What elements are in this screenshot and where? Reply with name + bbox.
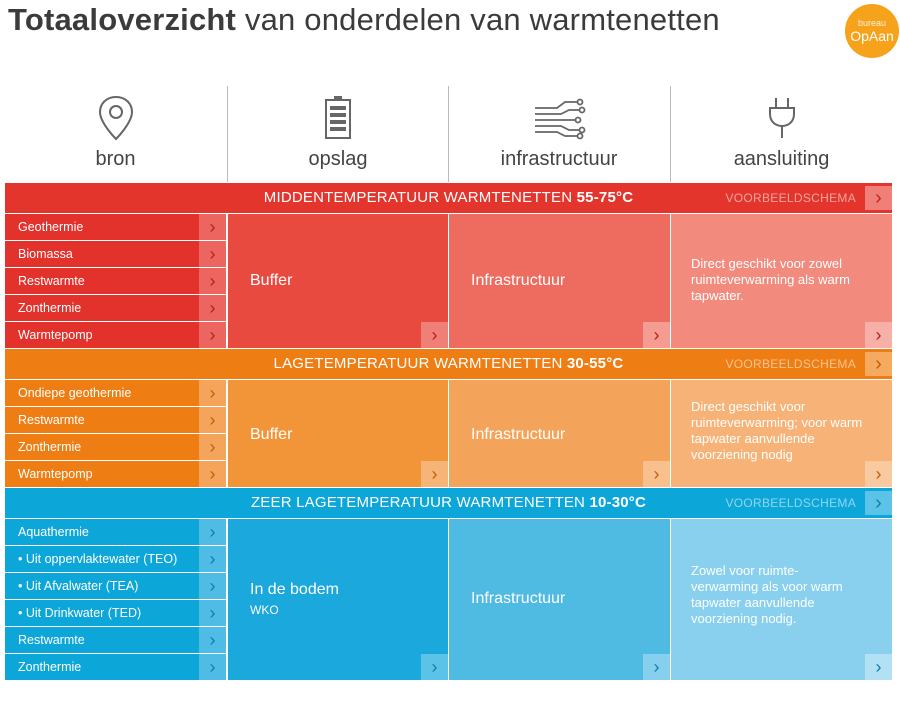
brand-logo: bureau OpAan: [845, 4, 899, 58]
source-item[interactable]: • Uit Drinkwater (TED) ›: [5, 600, 226, 626]
chevron-right-icon[interactable]: ›: [199, 214, 226, 240]
source-item[interactable]: Restwarmte ›: [5, 268, 226, 294]
circuit-icon: [449, 94, 669, 142]
band-title: LAGETEMPERATUUR WARMTENETTEN 30-55°C: [273, 355, 624, 372]
opslag-cell: Buffer ›: [228, 214, 448, 348]
chevron-right-icon[interactable]: ›: [421, 461, 448, 487]
opslag-cell: Buffer ›: [228, 380, 448, 487]
column-divider: [670, 86, 671, 182]
aansluiting-cell: Zowel voor ruimte-verwarming als voor wa…: [671, 519, 892, 680]
column-header-bron: bron: [5, 86, 226, 182]
infrastructuur-cell: Infrastructuur ›: [449, 519, 670, 680]
opslag-cell: In de bodem WKO ›: [228, 519, 448, 680]
aansluiting-cell: Direct geschikt voor zowel ruimteverwarm…: [671, 214, 892, 348]
infrastructuur-cell: Infrastructuur ›: [449, 214, 670, 348]
chevron-right-icon[interactable]: ›: [199, 407, 226, 433]
chevron-right-icon[interactable]: ›: [421, 654, 448, 680]
chevron-right-icon[interactable]: ›: [865, 654, 892, 680]
chevron-right-icon[interactable]: ›: [643, 654, 670, 680]
infrastructuur-cell: Infrastructuur ›: [449, 380, 670, 487]
chevron-right-icon[interactable]: ›: [643, 461, 670, 487]
source-item[interactable]: Zonthermie ›: [5, 295, 226, 321]
chevron-right-icon[interactable]: ›: [199, 627, 226, 653]
chevron-right-icon[interactable]: ›: [199, 295, 226, 321]
page-title: Totaaloverzicht van onderdelen van warmt…: [8, 2, 720, 37]
chevron-right-icon[interactable]: ›: [199, 546, 226, 572]
column-divider: [227, 86, 228, 182]
chevron-right-icon[interactable]: ›: [199, 380, 226, 406]
band-lowtemperature: LAGETEMPERATUUR WARMTENETTEN 30-55°C VOO…: [5, 349, 892, 379]
chevron-right-icon[interactable]: ›: [199, 600, 226, 626]
source-item[interactable]: Aquathermie ›: [5, 519, 226, 545]
chevron-right-icon[interactable]: ›: [865, 461, 892, 487]
column-divider: [448, 86, 449, 182]
chevron-right-icon[interactable]: ›: [865, 186, 892, 210]
voorbeeldschema-link[interactable]: VOORBEELDSCHEMA: [725, 496, 856, 510]
chevron-right-icon[interactable]: ›: [421, 322, 448, 348]
voorbeeldschema-link[interactable]: VOORBEELDSCHEMA: [725, 191, 856, 205]
source-item[interactable]: Biomassa ›: [5, 241, 226, 267]
chevron-right-icon[interactable]: ›: [643, 322, 670, 348]
source-item[interactable]: Warmtepomp ›: [5, 322, 226, 348]
band-verylowtemperature: ZEER LAGETEMPERATUUR WARMTENETTEN 10-30°…: [5, 488, 892, 518]
chevron-right-icon[interactable]: ›: [865, 491, 892, 515]
source-item[interactable]: Zonthermie ›: [5, 654, 226, 680]
source-item[interactable]: Warmtepomp ›: [5, 461, 226, 487]
chevron-right-icon[interactable]: ›: [865, 322, 892, 348]
source-item[interactable]: Restwarmte ›: [5, 627, 226, 653]
plug-icon: [671, 94, 892, 142]
source-item[interactable]: • Uit Afvalwater (TEA) ›: [5, 573, 226, 599]
source-item[interactable]: Zonthermie ›: [5, 434, 226, 460]
column-header-opslag: opslag: [228, 86, 448, 182]
source-item[interactable]: Ondiepe geothermie ›: [5, 380, 226, 406]
chevron-right-icon[interactable]: ›: [199, 519, 226, 545]
band-midtemperature: MIDDENTEMPERATUUR WARMTENETTEN 55-75°C V…: [5, 183, 892, 213]
source-item[interactable]: Restwarmte ›: [5, 407, 226, 433]
source-item[interactable]: Geothermie ›: [5, 214, 226, 240]
chevron-right-icon[interactable]: ›: [865, 352, 892, 376]
location-pin-icon: [5, 94, 226, 142]
band-title: ZEER LAGETEMPERATUUR WARMTENETTEN 10-30°…: [250, 494, 647, 511]
battery-icon: [228, 94, 448, 142]
chevron-right-icon[interactable]: ›: [199, 322, 226, 348]
source-item[interactable]: • Uit oppervlaktewater (TEO) ›: [5, 546, 226, 572]
chevron-right-icon[interactable]: ›: [199, 434, 226, 460]
aansluiting-cell: Direct geschikt voor ruimteverwarming; v…: [671, 380, 892, 487]
chevron-right-icon[interactable]: ›: [199, 461, 226, 487]
band-title: MIDDENTEMPERATUUR WARMTENETTEN 55-75°C: [263, 189, 634, 206]
chevron-right-icon[interactable]: ›: [199, 573, 226, 599]
voorbeeldschema-link[interactable]: VOORBEELDSCHEMA: [725, 357, 856, 371]
column-header-aansluiting: aansluiting: [671, 86, 892, 182]
chevron-right-icon[interactable]: ›: [199, 654, 226, 680]
chevron-right-icon[interactable]: ›: [199, 241, 226, 267]
chevron-right-icon[interactable]: ›: [199, 268, 226, 294]
column-header-infrastructuur: infrastructuur: [449, 86, 669, 182]
